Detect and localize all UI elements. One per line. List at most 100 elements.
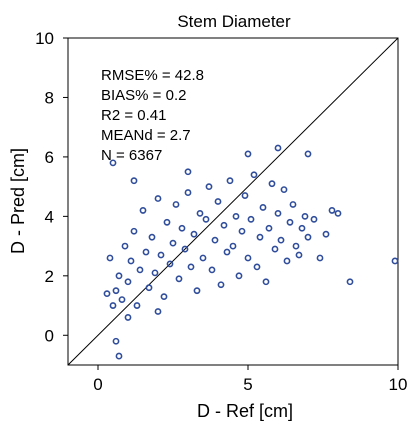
y-tick-label: 4 [45, 207, 54, 226]
data-point [109, 159, 117, 167]
data-point [211, 236, 219, 244]
data-points [103, 144, 399, 360]
data-point [184, 168, 192, 176]
data-point [346, 278, 354, 286]
data-point [169, 239, 177, 247]
stat-line: R2 = 0.41 [101, 107, 166, 124]
data-point [220, 221, 228, 229]
data-point [199, 254, 207, 262]
data-point [196, 209, 204, 217]
data-point [244, 150, 252, 158]
stat-line: RMSE% = 42.8 [101, 67, 204, 84]
data-point [274, 209, 282, 217]
y-tick-label: 0 [45, 326, 54, 345]
x-tick-label: 0 [93, 375, 102, 394]
data-point [265, 224, 273, 232]
data-point [235, 272, 243, 280]
data-point [205, 183, 213, 191]
data-point [334, 209, 342, 217]
y-tick-label: 6 [45, 148, 54, 167]
x-axis-label: D - Ref [cm] [197, 401, 293, 421]
data-point [280, 186, 288, 194]
y-tick-label: 8 [45, 88, 54, 107]
data-point [322, 230, 330, 238]
data-point [289, 201, 297, 208]
data-point [298, 224, 306, 232]
data-point [154, 308, 162, 315]
data-point [118, 296, 126, 303]
data-point [124, 278, 132, 286]
data-point [208, 266, 216, 274]
data-point [328, 207, 336, 214]
data-point [283, 257, 291, 265]
data-point [181, 245, 189, 253]
data-point [145, 284, 153, 292]
data-point [103, 290, 111, 298]
data-point [202, 215, 210, 223]
data-point [175, 275, 183, 283]
data-point [238, 227, 246, 235]
data-point [259, 204, 267, 211]
data-point [256, 233, 264, 241]
data-point [106, 254, 114, 262]
data-point [304, 150, 312, 158]
data-point [130, 177, 138, 185]
data-point [193, 287, 201, 295]
data-point [232, 212, 240, 220]
data-point [295, 251, 303, 259]
data-point [157, 251, 165, 259]
data-point [187, 263, 195, 271]
data-point [109, 302, 117, 309]
stat-line: BIAS% = 0.2 [101, 87, 186, 104]
data-point [148, 233, 156, 241]
y-axis-label: D - Pred [cm] [8, 148, 28, 254]
data-point [268, 180, 276, 188]
data-point [301, 212, 309, 220]
data-point [244, 254, 252, 262]
stat-line: MEANd = 2.7 [101, 127, 191, 144]
data-point [130, 227, 138, 235]
stat-line: N = 6367 [101, 147, 162, 164]
data-point [142, 248, 150, 256]
data-point [286, 218, 294, 226]
data-point [178, 224, 186, 232]
plot-area [67, 37, 399, 366]
data-point [271, 245, 279, 253]
data-point [124, 314, 132, 321]
data-point [184, 189, 192, 196]
data-point [115, 272, 123, 280]
data-point [277, 236, 285, 244]
data-point [115, 352, 123, 360]
data-point [121, 242, 129, 250]
data-point [316, 254, 324, 262]
data-point [214, 198, 222, 205]
data-point [391, 257, 399, 265]
data-point [262, 278, 270, 286]
data-point [229, 242, 237, 250]
data-point [217, 281, 225, 289]
data-point [223, 248, 231, 256]
y-tick-label: 2 [45, 267, 54, 286]
data-point [154, 195, 162, 202]
data-point [136, 266, 144, 274]
data-point [304, 233, 312, 241]
data-point [292, 242, 300, 250]
data-point [310, 215, 318, 223]
data-point [112, 287, 120, 295]
y-tick-label: 10 [35, 29, 54, 48]
chart-title: Stem Diameter [177, 12, 291, 31]
data-point [250, 171, 258, 179]
data-point [127, 257, 135, 265]
data-point [163, 218, 171, 226]
data-point [166, 260, 174, 268]
data-point [247, 215, 255, 223]
data-point [151, 269, 159, 277]
data-point [139, 207, 147, 214]
data-point [253, 263, 261, 271]
x-tick-label: 5 [243, 375, 252, 394]
data-point [274, 144, 282, 152]
x-tick-label: 10 [389, 375, 408, 394]
data-point [226, 177, 234, 185]
data-point [241, 192, 249, 199]
